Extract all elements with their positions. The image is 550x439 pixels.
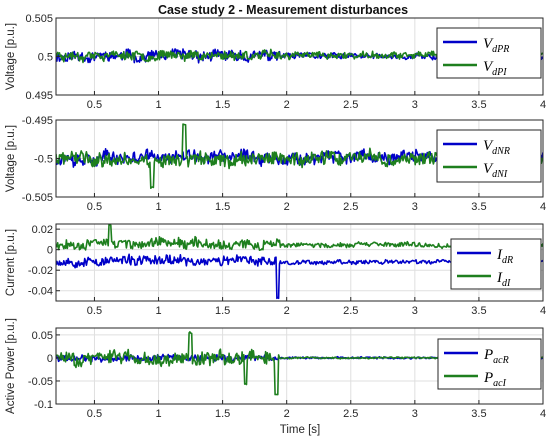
y-axis-label: Voltage [p.u.] [5,23,17,90]
legend-entry: VdPR [483,36,509,55]
y-tick-label: 0.495 [25,90,53,102]
legend-symbol: V [483,59,494,75]
x-tick-label: 2.5 [343,99,358,111]
x-axis-label: Time [s] [280,424,320,436]
panel-2: 0.5 1 1.5 2 2.5 3 3.5 4 -0.495 -0.5 -0.505 Voltage … [5,115,546,213]
x-tick-label: 4 [540,201,546,213]
legend-entry: PacI [483,370,507,389]
legend-symbol: I [496,270,503,286]
x-tick-label: 2 [284,305,290,317]
x-tick-label: 4 [540,99,546,111]
x-tick-label: 0.5 [87,408,102,420]
x-tick-label: 1 [155,99,161,111]
x-tick-label: 1 [155,201,161,213]
x-tick-label: 1 [155,408,161,420]
y-tick-label: -0.495 [22,115,53,127]
y-tick-label: -0.02 [28,265,53,277]
x-tick-label: 4 [540,408,546,420]
x-tick-label: 1.5 [215,305,230,317]
legend-box [436,129,542,183]
y-tick-label: -0.1 [34,399,53,411]
legend-subscript: dI [502,278,511,289]
y-tick-label: 0.02 [32,224,53,236]
legend-subscript: acI [493,378,506,389]
x-tick-label: 2.5 [343,201,358,213]
x-tick-label: 2 [284,201,290,213]
x-tick-label: 0.5 [87,99,102,111]
panel-1: 0.5 1 1.5 2 2.5 3 3.5 4 0.495 0.5 0.505 Voltage [p.… [5,13,546,111]
x-tick-label: 3 [412,201,418,213]
panels: 0.5 1 1.5 2 2.5 3 3.5 4 0.495 0.5 0.505 Voltage [p.… [5,13,546,420]
x-tick-label: 3 [412,408,418,420]
legend-symbol: P [483,347,493,363]
x-tick-label: 4 [540,305,546,317]
legend-symbol: P [483,370,493,386]
x-tick-label: 1.5 [215,201,230,213]
x-tick-label: 3 [412,99,418,111]
legend-box [437,338,542,390]
x-tick-label: 0.5 [87,201,102,213]
legend-box [450,238,542,290]
y-axis-label: Current [p.u.] [5,229,17,296]
legend-subscript: dNR [492,146,510,157]
y-tick-label: 0.5 [38,52,53,64]
y-tick-label: -0.5 [34,154,53,166]
y-tick-label: 0.05 [32,330,53,342]
x-tick-label: 2 [284,99,290,111]
legend-subscript: dPI [492,67,507,78]
y-tick-label: -0.05 [28,376,53,388]
x-tick-label: 3 [412,305,418,317]
axes-frame [55,223,544,302]
legend-subscript: dPR [492,44,509,55]
axes-frame [55,327,544,405]
legend-entry: PacR [483,347,509,366]
x-tick-label: 3.5 [471,201,486,213]
x-tick-label: 3.5 [471,305,486,317]
legend-entry: VdPI [483,59,507,78]
y-tick-label: 0.505 [25,13,53,25]
panel-4: 0.5 1 1.5 2 2.5 3 3.5 4 0.05 0 -0.05 -0.1 Active Pow… [5,318,546,420]
legend-symbol: V [483,161,494,177]
x-tick-label: 3.5 [471,408,486,420]
legend-subscript: acR [493,355,509,366]
x-tick-label: 1 [155,305,161,317]
legend-subscript: dR [502,255,513,266]
x-tick-label: 2.5 [343,305,358,317]
y-tick-label: -0.505 [22,192,53,204]
legend-box [436,27,542,79]
x-tick-label: 2 [284,408,290,420]
figure-title: Case study 2 - Measurement disturbances [158,3,408,17]
x-tick-label: 1.5 [215,99,230,111]
y-tick-label: 0 [47,353,53,365]
x-tick-label: 2.5 [343,408,358,420]
y-axis-label: Active Power [p.u.] [5,318,17,414]
y-tick-label: 0 [47,245,53,257]
legend-subscript: dNI [492,169,508,180]
legend-symbol: V [483,138,494,154]
y-tick-label: -0.04 [28,286,53,298]
y-axis-label: Voltage [p.u.] [5,125,17,192]
x-tick-label: 0.5 [87,305,102,317]
legend-entry: IdR [496,247,513,266]
x-tick-label: 3.5 [471,99,486,111]
legend-entry: IdI [496,270,511,289]
legend-symbol: I [496,247,503,263]
legend-symbol: V [483,36,494,52]
panel-3: 0.5 1 1.5 2 2.5 3 3.5 4 0.02 0 -0.02 -0.04 Current [… [5,223,546,317]
legend-entry: VdNR [483,138,510,157]
x-tick-label: 1.5 [215,408,230,420]
legend-entry: VdNI [483,161,508,180]
